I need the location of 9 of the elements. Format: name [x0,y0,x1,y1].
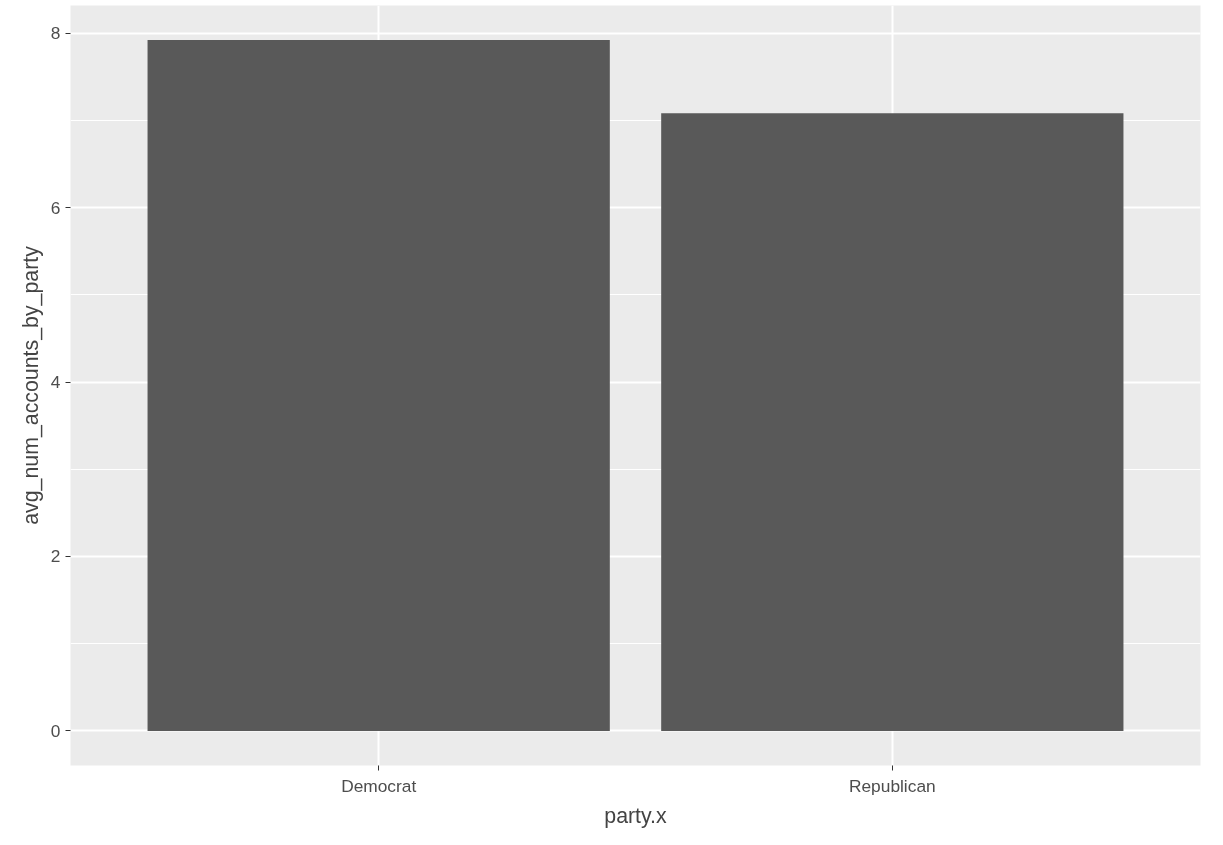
y-tick-label: 8 [50,23,61,44]
y-tick-label: 2 [50,546,61,567]
y-tick-label: 4 [50,372,61,393]
x-tick-label: Democrat [341,775,417,796]
y-tick-label: 0 [50,720,61,741]
x-tick-label: Republican [848,775,936,796]
y-axis-title: avg_num_accounts_by_party [18,245,43,525]
y-tick-label: 6 [50,197,61,218]
x-axis-title: party.x [604,803,668,828]
